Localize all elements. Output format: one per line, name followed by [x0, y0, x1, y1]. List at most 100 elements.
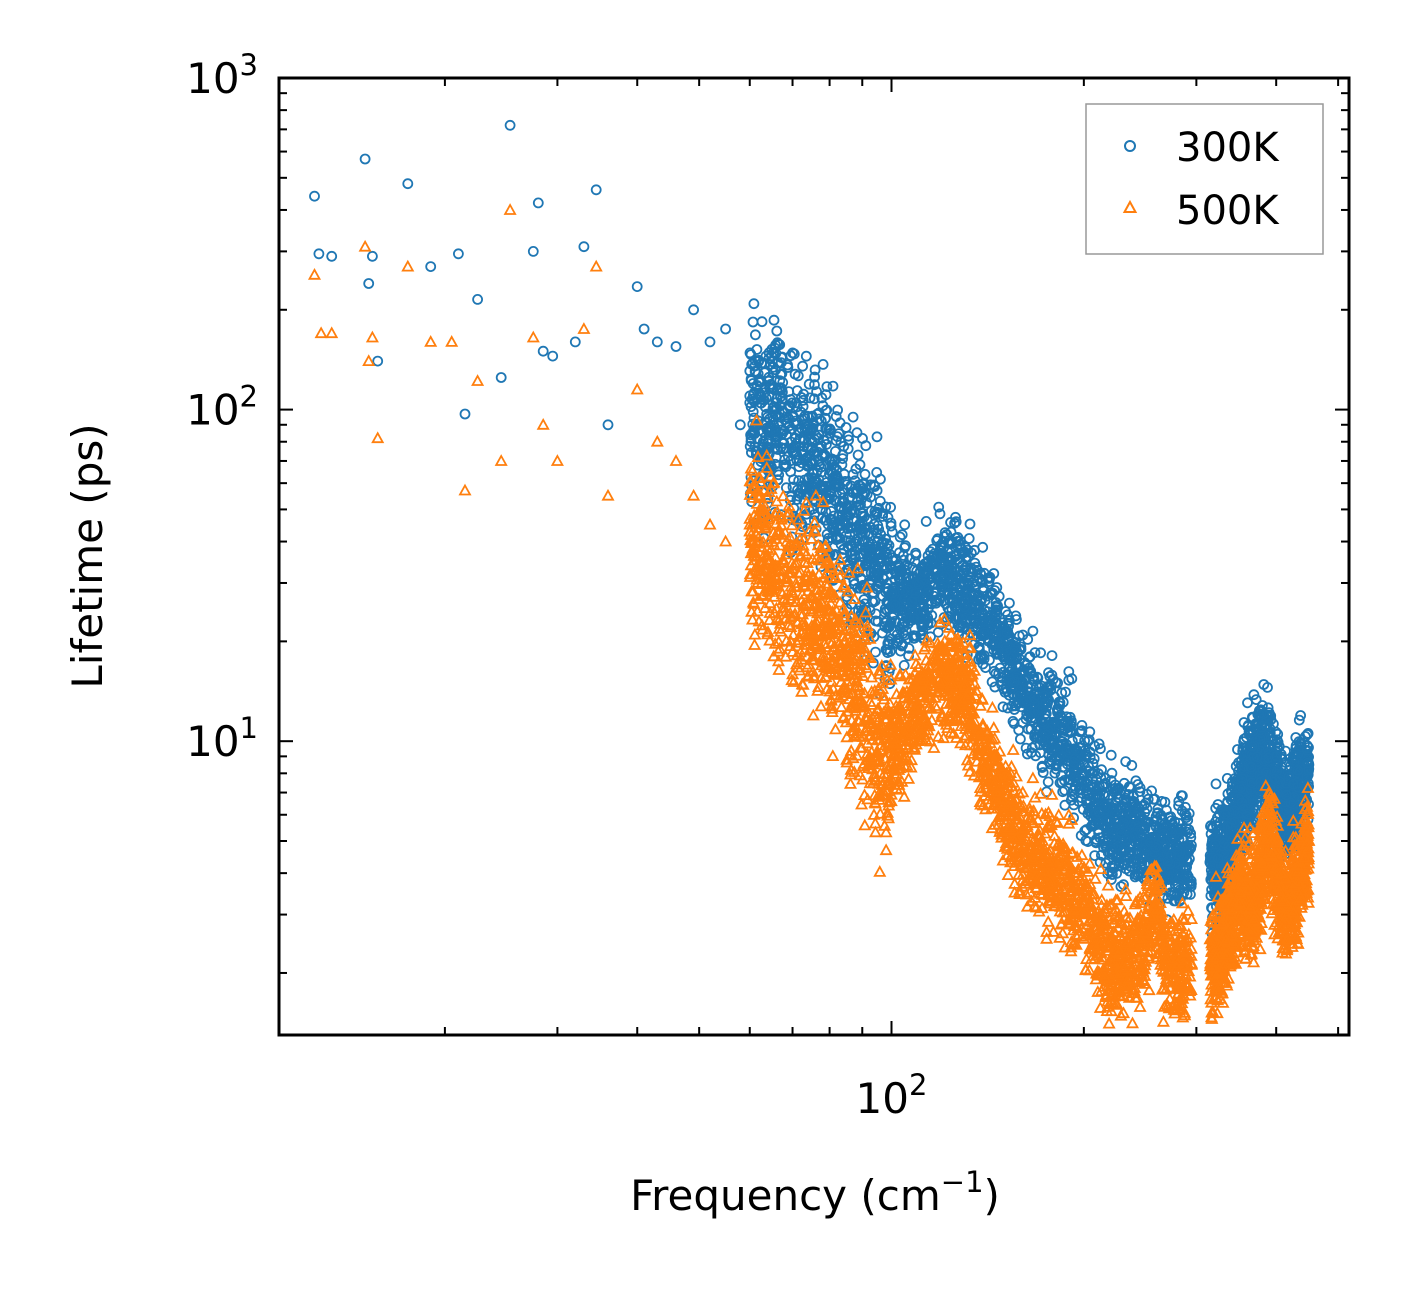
point-300k [1083, 734, 1095, 746]
point-300k [762, 435, 774, 447]
point-300k [774, 411, 785, 423]
point-300k [969, 557, 981, 569]
point-300k [771, 431, 782, 443]
point-500k [362, 354, 376, 367]
point-500k [358, 239, 372, 252]
point-500k [806, 708, 820, 721]
point-300k [366, 250, 378, 262]
point-300k [850, 463, 862, 475]
point-500k [471, 374, 485, 386]
point-500k [719, 534, 733, 547]
point-500k [1006, 743, 1020, 755]
point-500k [669, 454, 683, 466]
point-300k [975, 608, 987, 620]
point-300k [452, 248, 464, 260]
point-300k [920, 516, 932, 527]
point-300k [828, 510, 840, 522]
point-500k [630, 382, 644, 395]
point-300k [845, 535, 857, 546]
point-300k [547, 350, 559, 362]
point-300k [532, 197, 544, 209]
point-300k [910, 549, 922, 561]
point-300k [886, 633, 897, 645]
point-300k [734, 419, 746, 431]
point-300k [1080, 835, 1092, 846]
point-300k [1036, 762, 1048, 773]
point-300k [847, 411, 859, 423]
point-300k [631, 281, 643, 293]
point-300k [1004, 597, 1015, 609]
point-300k [909, 556, 921, 567]
point-500k [365, 330, 379, 343]
point-300k [932, 626, 944, 638]
point-500k [879, 843, 893, 856]
point-300k [1060, 686, 1071, 698]
point-300k [1063, 674, 1075, 686]
point-300k [752, 368, 764, 380]
point-300k [744, 397, 756, 409]
point-300k [981, 590, 993, 602]
point-500k [577, 322, 591, 334]
point-300k [1025, 723, 1037, 735]
point-500k [703, 517, 717, 530]
point-300k [898, 660, 910, 671]
point-300k [861, 488, 873, 500]
point-300k [720, 323, 731, 335]
point-500k [307, 267, 322, 280]
point-300k [809, 364, 821, 376]
point-300k [880, 501, 892, 513]
point-300k [844, 529, 856, 540]
point-300k [670, 341, 682, 352]
point-300k [1037, 767, 1049, 778]
point-300k [759, 367, 771, 379]
point-300k [472, 293, 484, 305]
point-300k [811, 386, 822, 398]
point-300k [651, 336, 663, 348]
points-layer [307, 119, 1316, 1029]
point-300k [776, 352, 787, 364]
point-500k [458, 483, 472, 496]
point-300k [1063, 774, 1074, 786]
point-300k [495, 372, 507, 383]
point-500k [828, 722, 843, 735]
point-300k [880, 617, 891, 629]
point-300k [989, 585, 1001, 596]
point-300k [747, 316, 759, 328]
point-300k [797, 360, 808, 372]
point-300k [372, 355, 384, 367]
point-300k [772, 337, 783, 349]
point-300k [688, 304, 699, 316]
point-300k [871, 506, 883, 518]
point-300k [1242, 697, 1253, 709]
point-300k [808, 393, 820, 405]
point-500k [687, 488, 701, 501]
point-300k [1093, 738, 1105, 750]
point-300k [590, 184, 602, 196]
point-500k [424, 335, 438, 347]
point-300k [963, 533, 975, 544]
point-300k [748, 298, 760, 310]
point-300k [800, 350, 812, 362]
point-300k [827, 380, 839, 392]
point-500k [1102, 1016, 1116, 1029]
point-300k [859, 468, 871, 480]
point-300k [1046, 650, 1058, 661]
point-300k [1015, 733, 1026, 745]
point-300k [773, 469, 785, 481]
point-300k [1134, 782, 1146, 794]
point-300k [899, 519, 911, 531]
point-500k [650, 434, 664, 447]
point-300k [788, 348, 800, 360]
point-500k [1101, 878, 1115, 891]
point-300k [851, 427, 863, 439]
point-300k [1134, 786, 1146, 797]
point-300k [1179, 808, 1191, 820]
point-500k [371, 431, 385, 444]
point-300k [1049, 691, 1060, 703]
point-500k [1156, 1014, 1170, 1027]
point-300k [459, 408, 471, 420]
point-300k [313, 248, 325, 260]
point-300k [1059, 799, 1071, 811]
point-300k [785, 466, 796, 478]
